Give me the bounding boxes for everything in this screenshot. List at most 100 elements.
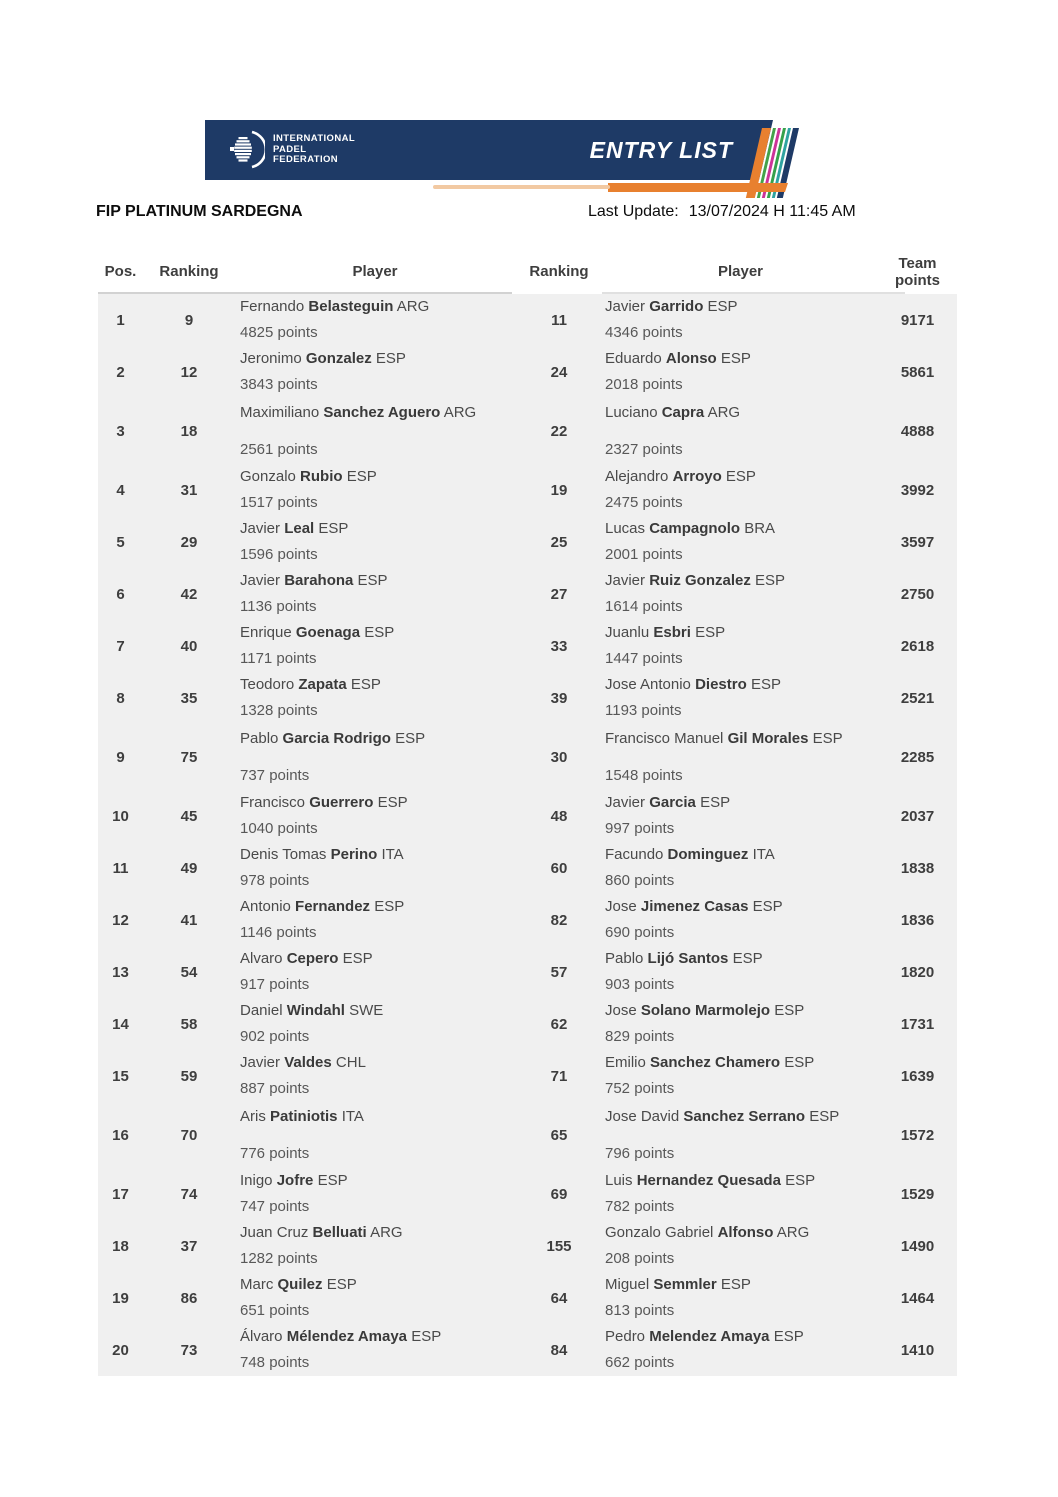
player-last-name: Barahona: [284, 572, 354, 589]
player-last-name: Gil Morales: [727, 729, 809, 747]
player-last-name: Garrido: [649, 298, 704, 315]
player-cell-b: Jose Antonio Diestro ESP 1193 points: [603, 672, 878, 724]
player-last-name: Perino: [330, 846, 378, 863]
player-cell-a: Jeronimo Gonzalez ESP 3843 points: [235, 346, 515, 398]
team-points-cell: 9171: [900, 311, 935, 329]
position-cell: 8: [116, 689, 125, 707]
player-first-name: Emilio: [605, 1054, 646, 1071]
player-name-b: Gonzalo Gabriel Alfonso ARG: [605, 1220, 878, 1246]
ranking-cell-b: 82: [550, 911, 568, 929]
player-cell-b: Gonzalo Gabriel Alfonso ARG 208 points: [603, 1220, 878, 1272]
player-points-a: 887 points: [240, 1080, 310, 1097]
player-first-name: Eduardo: [605, 350, 662, 367]
player-last-name: Dominguez: [667, 846, 749, 863]
player-points-a: 2561 points: [240, 440, 318, 458]
player-country-code: ESP: [346, 468, 377, 485]
team-points-cell: 1410: [900, 1341, 935, 1359]
player-points-a: 747 points: [240, 1198, 310, 1215]
player-points-a: 1040 points: [240, 820, 318, 837]
player-last-name: Gonzalez: [305, 350, 372, 367]
table-row: 20 73 Álvaro Mélendez Amaya ESP 748 poin…: [98, 1324, 957, 1376]
ranking-cell-a: 12: [180, 363, 198, 381]
ipf-logo: INTERNATIONAL PADEL FEDERATION: [229, 129, 355, 171]
table-row: 6 42 Javier Barahona ESP 1136 points 27 …: [98, 568, 957, 620]
team-points-cell: 2750: [900, 585, 935, 603]
player-country-code: ITA: [381, 846, 404, 863]
player-name-a: Javier Valdes CHL: [240, 1050, 515, 1076]
ranking-cell-b: 11: [551, 311, 567, 329]
player-points-b: 2327 points: [605, 440, 683, 458]
player-points-b: 997 points: [605, 820, 675, 837]
player-country-code: ESP: [374, 898, 405, 915]
player-cell-a: Maximiliano Sanchez Aguero ARG 2561 poin…: [235, 398, 515, 464]
player-first-name: Daniel: [240, 1002, 283, 1019]
player-last-name: Lijó Santos: [647, 950, 729, 967]
table-row: 15 59 Javier Valdes CHL 887 points 71 Em…: [98, 1050, 957, 1102]
player-name-b: Emilio Sanchez Chamero ESP: [605, 1050, 878, 1076]
position-cell: 16: [112, 1126, 129, 1144]
player-cell-a: Javier Barahona ESP 1136 points: [235, 568, 515, 620]
player-name-b: Javier Garcia ESP: [605, 790, 878, 816]
team-points-cell: 1572: [900, 1126, 935, 1144]
ranking-cell-a: 40: [180, 637, 198, 655]
player-name-a: Teodoro Zapata ESP: [240, 672, 515, 698]
player-points-b: 208 points: [605, 1250, 675, 1267]
position-cell: 15: [112, 1067, 129, 1085]
ipf-logo-text: INTERNATIONAL PADEL FEDERATION: [273, 134, 355, 166]
position-cell: 13: [112, 963, 129, 981]
player-last-name: Sanchez Serrano: [683, 1107, 806, 1125]
player-first-name: Jeronimo: [240, 350, 302, 367]
ranking-cell-a: 74: [180, 1185, 198, 1203]
table-row: 5 29 Javier Leal ESP 1596 points 25 Luca…: [98, 516, 957, 568]
player-name-a: Denis Tomas Perino ITA: [240, 842, 515, 868]
player-last-name: Leal: [284, 520, 315, 537]
banner-orange-bar: [608, 183, 788, 192]
ranking-cell-a: 54: [180, 963, 198, 981]
player-name-a: Enrique Goenaga ESP: [240, 620, 515, 646]
player-cell-a: Aris Patiniotis ITA 776 points: [235, 1102, 515, 1168]
team-points-cell: 3597: [900, 533, 935, 551]
ipf-ball-icon: [229, 129, 265, 171]
player-first-name: Javier: [605, 572, 646, 589]
team-points-cell: 1731: [900, 1015, 935, 1033]
player-last-name: Windahl: [286, 1002, 345, 1019]
team-points-cell: 1639: [900, 1067, 935, 1085]
ranking-cell-a: 42: [180, 585, 198, 603]
player-points-b: 860 points: [605, 872, 675, 889]
ranking-cell-b: 30: [550, 748, 568, 766]
position-cell: 12: [112, 911, 129, 929]
player-first-name: Antonio: [240, 898, 291, 915]
player-name-b: Luciano Capra ARG: [605, 400, 878, 426]
ranking-cell-a: 9: [184, 311, 194, 329]
player-cell-b: Javier Garcia ESP 997 points: [603, 790, 878, 842]
player-last-name: Guerrero: [309, 794, 374, 811]
player-name-b: Juanlu Esbri ESP: [605, 620, 878, 646]
tournament-title: FIP PLATINUM SARDEGNA: [96, 203, 303, 220]
logo-line-2: PADEL: [273, 143, 307, 155]
player-name-a: Francisco Guerrero ESP: [240, 790, 515, 816]
player-last-name: Semmler: [653, 1276, 717, 1293]
player-first-name: Alejandro: [605, 468, 669, 485]
ranking-cell-b: 48: [550, 807, 568, 825]
player-name-a: Inigo Jofre ESP: [240, 1168, 515, 1194]
player-name-b: Miguel Semmler ESP: [605, 1272, 878, 1298]
player-first-name: Javier: [605, 298, 646, 315]
player-first-name: Pedro: [605, 1328, 646, 1345]
ranking-cell-b: 60: [550, 859, 568, 877]
ranking-cell-a: 73: [180, 1341, 198, 1359]
player-country-code: ITA: [341, 1107, 364, 1125]
player-cell-b: Facundo Dominguez ITA 860 points: [603, 842, 878, 894]
player-name-a: Álvaro Mélendez Amaya ESP: [240, 1324, 515, 1350]
player-last-name: Capra: [661, 403, 705, 421]
player-country-code: ESP: [357, 572, 388, 589]
player-points-b: 1193 points: [605, 702, 682, 719]
player-name-a: Marc Quilez ESP: [240, 1272, 515, 1298]
team-points-cell: 2037: [900, 807, 935, 825]
player-last-name: Garcia Rodrigo: [282, 729, 391, 747]
ranking-cell-b: 69: [550, 1185, 568, 1203]
team-points-cell: 1490: [900, 1237, 935, 1255]
player-name-a: Daniel Windahl SWE: [240, 998, 515, 1024]
ranking-cell-b: 39: [550, 689, 568, 707]
table-row: 1 9 Fernando Belasteguin ARG 4825 points…: [98, 294, 957, 346]
player-first-name: Teodoro: [240, 676, 295, 693]
